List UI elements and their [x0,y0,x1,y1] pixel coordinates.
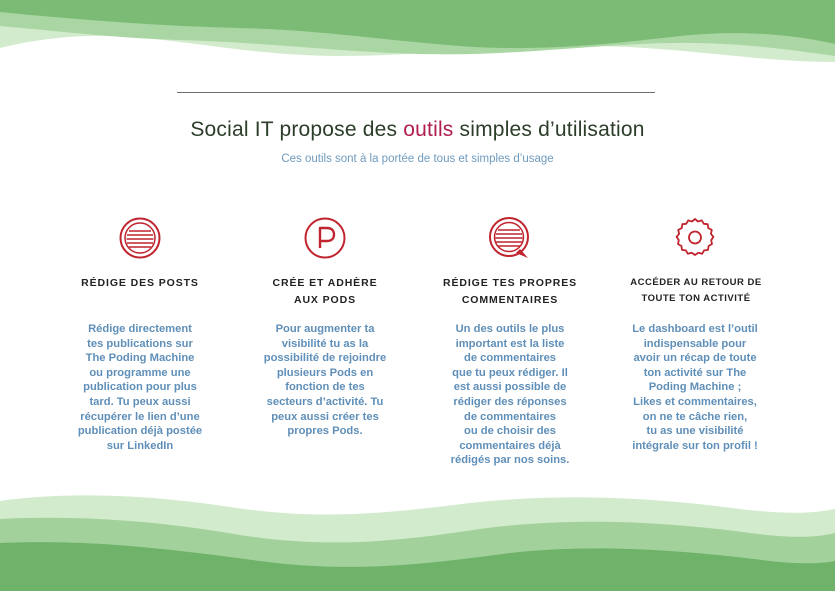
feature-body-posts: Rédige directement tes publications sur Th… [77,323,203,452]
feature-title-pods: CRÉE ET ADHÈRE AUX PODS [272,277,378,306]
posts-icon [119,217,161,259]
divider-line [177,92,655,93]
page-title: Social IT propose des outils simples d’u… [0,118,835,142]
feature-body-pods: Pour augmenter ta visibilité tu as la poss… [263,323,387,438]
comments-icon [489,217,529,258]
activity-icon [675,218,715,256]
feature-title-comments: RÉDIGE TES PROPRES COMMENTAIRES [442,277,578,306]
title-suffix: simples d’utilisation [453,118,645,141]
feature-body-comments: Un des outils le plus important est la li… [450,323,570,467]
pods-icon [304,217,346,259]
feature-title-activity: ACCÉDER AU RETOUR DE TOUTE TON ACTIVITÉ [630,277,762,304]
bottom-wave-decoration [0,495,835,591]
title-accent: outils [403,118,454,141]
top-wave-decoration [0,0,835,62]
feature-body-activity: Le dashboard est l’outil indispensable po… [632,323,758,452]
feature-title-posts: RÉDIGE DES POSTS [81,277,199,289]
page-subtitle: Ces outils sont à la portée de tous et s… [281,153,554,165]
title-prefix: Social IT propose des [190,118,404,141]
